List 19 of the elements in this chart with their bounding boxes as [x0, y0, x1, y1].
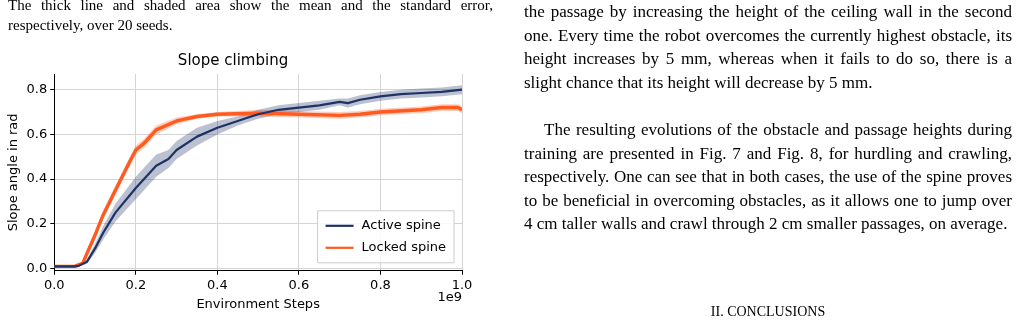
y-axis-title: Slope angle in rad — [5, 113, 21, 232]
y-tick-label: 0.2 — [26, 215, 48, 231]
x-tick-label: 0.6 — [288, 276, 310, 292]
y-tick-label: 0.4 — [26, 170, 48, 186]
x-axis-title: Environment Steps — [196, 295, 321, 311]
x-tick-label: 0.8 — [370, 276, 391, 292]
y-tick-label: 0.6 — [26, 125, 48, 141]
x-tick-label: 0.4 — [207, 276, 228, 292]
text: the passage by increasing the height of the ceiling wall in the second one. Every time the robot overcomes the currently highest obstacle, its height increases by 5 mm, whereas when it fails to do so, there is a slight chance that its height will decrease by 5 mm. — [524, 1, 1012, 94]
x-tick-label: 0.2 — [125, 276, 147, 292]
y-tick-label: 0.0 — [26, 259, 48, 275]
chart-title: Slope climbing — [177, 50, 289, 69]
legend-label: Active spine — [361, 217, 441, 233]
text: The thick line and shaded area show the mean and the standard error, respectively, over 20 seeds. — [8, 0, 493, 35]
text: II. CONCLUSIONS — [709, 303, 827, 321]
x-tick-label: 0.0 — [43, 276, 65, 292]
text: The resulting evolutions of the obstacle and passage heights during training are presented in Fig. 7 and Fig. 8, for hurdling and crawling, respectively. One can see that in both cases, the use of the spine proves to be beneficial in overcoming obstacles, as it allows one to jump over 4 cm taller walls and crawl through 2 cm smaller passages, on average. — [524, 119, 1012, 235]
y-tick-label: 0.8 — [26, 81, 48, 97]
legend-label: Locked spine — [361, 239, 446, 255]
